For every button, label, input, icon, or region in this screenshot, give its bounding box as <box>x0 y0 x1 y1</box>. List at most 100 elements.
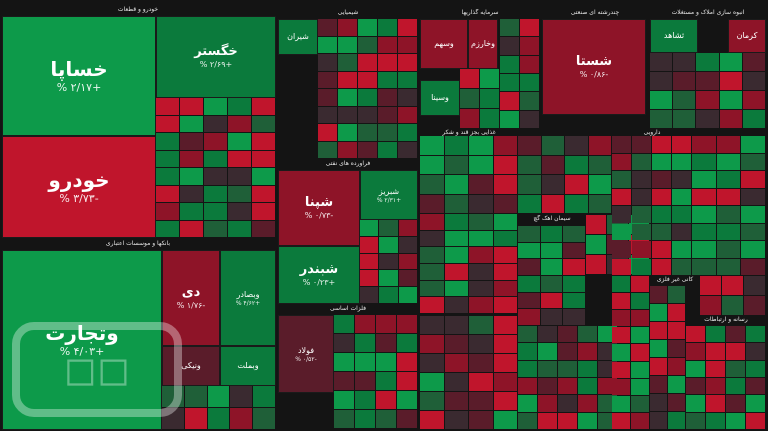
treemap-cell[interactable] <box>493 155 517 174</box>
treemap-cell[interactable] <box>420 392 444 410</box>
treemap-cell[interactable] <box>500 92 519 110</box>
treemap-cell[interactable] <box>376 372 396 390</box>
treemap-cell[interactable] <box>378 19 397 36</box>
treemap-cell[interactable] <box>156 203 179 220</box>
treemap-cell[interactable] <box>631 327 649 344</box>
treemap-cell[interactable] <box>358 71 377 88</box>
treemap-cell[interactable] <box>612 412 630 429</box>
treemap-cell[interactable] <box>338 141 357 158</box>
treemap-cell[interactable] <box>355 391 375 409</box>
treemap-cell[interactable] <box>204 168 227 185</box>
tile-di[interactable]: دی % ۱/۷۶- <box>162 250 220 346</box>
treemap-cell[interactable] <box>631 361 649 378</box>
treemap-cell[interactable] <box>558 360 577 377</box>
treemap-cell[interactable] <box>318 106 337 123</box>
treemap-cell[interactable] <box>397 315 417 333</box>
tile-shbandar[interactable]: شبندر % ۰/۲۳+ <box>278 246 360 304</box>
treemap-cell[interactable] <box>650 412 667 429</box>
treemap-cell[interactable] <box>444 175 468 194</box>
treemap-cell[interactable] <box>444 264 468 280</box>
treemap-cell[interactable] <box>696 53 719 71</box>
treemap-cell[interactable] <box>726 326 745 343</box>
treemap-cell[interactable] <box>180 168 203 185</box>
treemap-cell[interactable] <box>719 53 742 71</box>
treemap-cell[interactable] <box>722 276 743 295</box>
treemap-cell[interactable] <box>686 343 705 360</box>
treemap-cell[interactable] <box>378 141 397 158</box>
treemap-cell[interactable] <box>672 136 691 153</box>
treemap-cell[interactable] <box>520 74 539 92</box>
treemap-cell[interactable] <box>180 115 203 132</box>
treemap-cell[interactable] <box>469 264 493 280</box>
treemap-cell[interactable] <box>398 236 417 253</box>
treemap-cell[interactable] <box>334 372 354 390</box>
treemap-cell[interactable] <box>652 223 671 240</box>
treemap-cell[interactable] <box>469 354 493 372</box>
treemap-cell[interactable] <box>540 309 563 325</box>
treemap-cell[interactable] <box>397 372 417 390</box>
treemap-cell[interactable] <box>444 194 468 213</box>
treemap-cell[interactable] <box>612 310 630 327</box>
treemap-cell[interactable] <box>230 408 253 429</box>
treemap-cell[interactable] <box>696 91 719 109</box>
treemap-cell[interactable] <box>565 155 588 174</box>
treemap-cell[interactable] <box>334 353 354 371</box>
treemap-cell[interactable] <box>719 91 742 109</box>
treemap-cell[interactable] <box>726 395 745 412</box>
treemap-cell[interactable] <box>469 335 493 353</box>
treemap-cell[interactable] <box>692 241 716 258</box>
treemap-cell[interactable] <box>228 185 251 202</box>
treemap-cell[interactable] <box>318 89 337 106</box>
treemap-cell[interactable] <box>204 203 227 220</box>
tile-shepna[interactable]: شپنا % ۰/۷۳- <box>278 170 360 246</box>
treemap-cell[interactable] <box>252 203 275 220</box>
treemap-cell[interactable] <box>586 215 607 234</box>
treemap-cell[interactable] <box>746 360 765 377</box>
treemap-cell[interactable] <box>398 54 417 71</box>
treemap-cell[interactable] <box>253 386 275 407</box>
treemap-cell[interactable] <box>668 304 685 321</box>
treemap-cell[interactable] <box>741 241 765 258</box>
treemap-cell[interactable] <box>692 188 716 205</box>
treemap-cell[interactable] <box>672 188 691 205</box>
treemap-cell[interactable] <box>518 395 537 412</box>
treemap-cell[interactable] <box>469 280 493 297</box>
treemap-cell[interactable] <box>469 373 493 391</box>
treemap-cell[interactable] <box>686 326 705 343</box>
treemap-cell[interactable] <box>744 296 765 315</box>
treemap-cell[interactable] <box>469 316 493 334</box>
treemap-cell[interactable] <box>541 194 564 213</box>
treemap-cell[interactable] <box>518 155 541 174</box>
treemap-cell[interactable] <box>207 386 230 407</box>
tile-shahed[interactable]: ثشاهد <box>650 19 698 53</box>
treemap-cell[interactable] <box>692 206 716 223</box>
treemap-cell[interactable] <box>420 175 444 194</box>
treemap-cell[interactable] <box>500 19 519 37</box>
treemap-cell[interactable] <box>338 54 357 71</box>
treemap-cell[interactable] <box>631 276 649 293</box>
treemap-cell[interactable] <box>588 136 611 155</box>
tile-shbriz[interactable]: شبریز % ۲/۳۱+ <box>360 170 418 220</box>
treemap-cell[interactable] <box>518 292 540 309</box>
treemap-cell[interactable] <box>318 19 337 36</box>
treemap-cell[interactable] <box>650 286 667 303</box>
treemap-cell[interactable] <box>480 89 499 108</box>
treemap-cell[interactable] <box>252 150 275 167</box>
treemap-cell[interactable] <box>744 276 765 295</box>
treemap-cell[interactable] <box>706 343 725 360</box>
treemap-cell[interactable] <box>741 258 765 275</box>
tile-shasta[interactable]: شستا % ۰/۸۶- <box>542 19 646 115</box>
treemap-cell[interactable] <box>358 124 377 141</box>
treemap-cell[interactable] <box>469 214 493 230</box>
treemap-cell[interactable] <box>493 411 517 429</box>
treemap-cell[interactable] <box>612 293 630 310</box>
treemap-cell[interactable] <box>378 36 397 53</box>
treemap-cell[interactable] <box>586 235 607 254</box>
treemap-cell[interactable] <box>480 109 499 128</box>
treemap-cell[interactable] <box>716 136 741 153</box>
treemap-cell[interactable] <box>378 54 397 71</box>
treemap-cell[interactable] <box>420 297 444 313</box>
treemap-cell[interactable] <box>398 141 417 158</box>
treemap-cell[interactable] <box>716 153 741 170</box>
treemap-cell[interactable] <box>518 136 541 155</box>
